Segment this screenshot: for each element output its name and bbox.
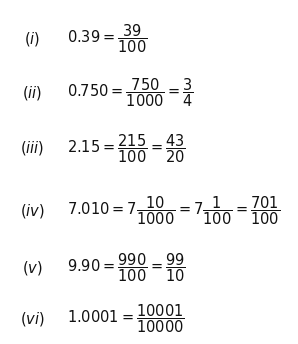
Text: $\mathit{(ii)}$: $\mathit{(ii)}$: [22, 84, 42, 102]
Text: $9.90 = \dfrac{990}{100} = \dfrac{99}{10}$: $9.90 = \dfrac{990}{100} = \dfrac{99}{10…: [67, 252, 186, 284]
Text: $0.39 = \dfrac{39}{100}$: $0.39 = \dfrac{39}{100}$: [67, 23, 148, 55]
Text: $\mathit{(i)}$: $\mathit{(i)}$: [24, 30, 40, 48]
Text: $\mathit{(iii)}$: $\mathit{(iii)}$: [20, 139, 44, 158]
Text: $7.010 = 7\dfrac{10}{1000} = 7\dfrac{1}{100} = \dfrac{701}{100}$: $7.010 = 7\dfrac{10}{1000} = 7\dfrac{1}{…: [67, 194, 280, 227]
Text: $1.0001 = \dfrac{10001}{10000}$: $1.0001 = \dfrac{10001}{10000}$: [67, 302, 185, 335]
Text: $0.750 = \dfrac{750}{1000} = \dfrac{3}{4}$: $0.750 = \dfrac{750}{1000} = \dfrac{3}{4…: [67, 76, 194, 109]
Text: $\mathit{(iv)}$: $\mathit{(iv)}$: [20, 202, 45, 220]
Text: $2.15 = \dfrac{215}{100} = \dfrac{43}{20}$: $2.15 = \dfrac{215}{100} = \dfrac{43}{20…: [67, 132, 186, 165]
Text: $\mathit{(v)}$: $\mathit{(v)}$: [22, 259, 43, 277]
Text: $\mathit{(vi)}$: $\mathit{(vi)}$: [20, 310, 45, 327]
